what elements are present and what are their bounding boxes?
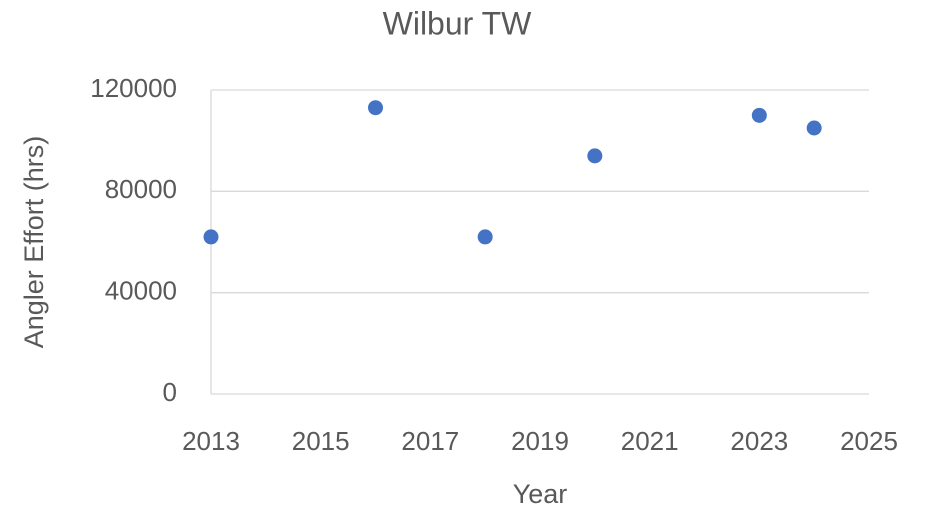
y-tick-label: 40000 [105, 276, 177, 306]
point [203, 229, 219, 245]
point [751, 107, 767, 123]
y-tick-label: 120000 [90, 73, 177, 103]
y-tick-label: 80000 [105, 174, 177, 204]
x-axis-title: Year [513, 479, 568, 509]
x-tick-label: 2023 [730, 426, 788, 456]
point [587, 148, 603, 164]
y-tick-label: 0 [163, 377, 177, 407]
point [368, 100, 383, 116]
x-tick-label: 2017 [401, 426, 459, 456]
y-axis-title: Angler Effort (hrs) [19, 136, 49, 349]
x-tick-label: 2015 [292, 426, 350, 456]
x-tick-label: 2019 [511, 426, 569, 456]
x-tick-label: 2021 [621, 426, 679, 456]
point [477, 229, 493, 245]
point [806, 120, 822, 136]
chart-title: Wilbur TW [383, 5, 533, 41]
x-tick-label: 2025 [840, 426, 898, 456]
x-tick-label: 2013 [182, 426, 240, 456]
